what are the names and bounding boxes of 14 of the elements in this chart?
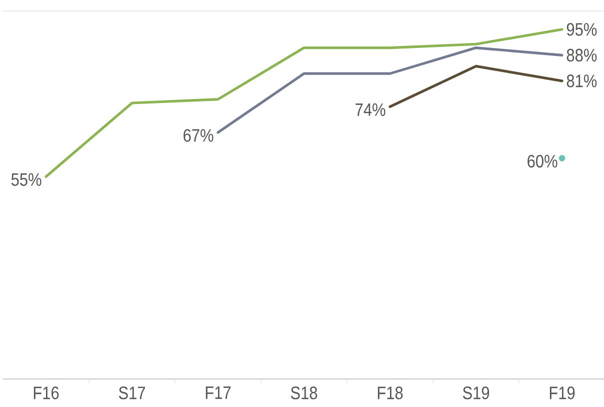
- data-label: 60%: [528, 154, 558, 168]
- x-tick-label: F17: [206, 386, 231, 399]
- data-label: 55%: [11, 173, 42, 186]
- x-tick-label: F18: [378, 386, 403, 400]
- x-tick-label: S17: [118, 386, 145, 400]
- data-label: 67%: [184, 129, 214, 142]
- data-label: 74%: [356, 103, 386, 116]
- x-tick-label: F19: [550, 386, 575, 400]
- x-tick-label: F16: [34, 386, 59, 400]
- x-tick-label: S19: [462, 386, 490, 400]
- x-tick-label: S18: [290, 386, 318, 400]
- data-label: 88%: [566, 48, 597, 62]
- data-label: 95%: [566, 23, 597, 36]
- data-label: 81%: [566, 74, 597, 88]
